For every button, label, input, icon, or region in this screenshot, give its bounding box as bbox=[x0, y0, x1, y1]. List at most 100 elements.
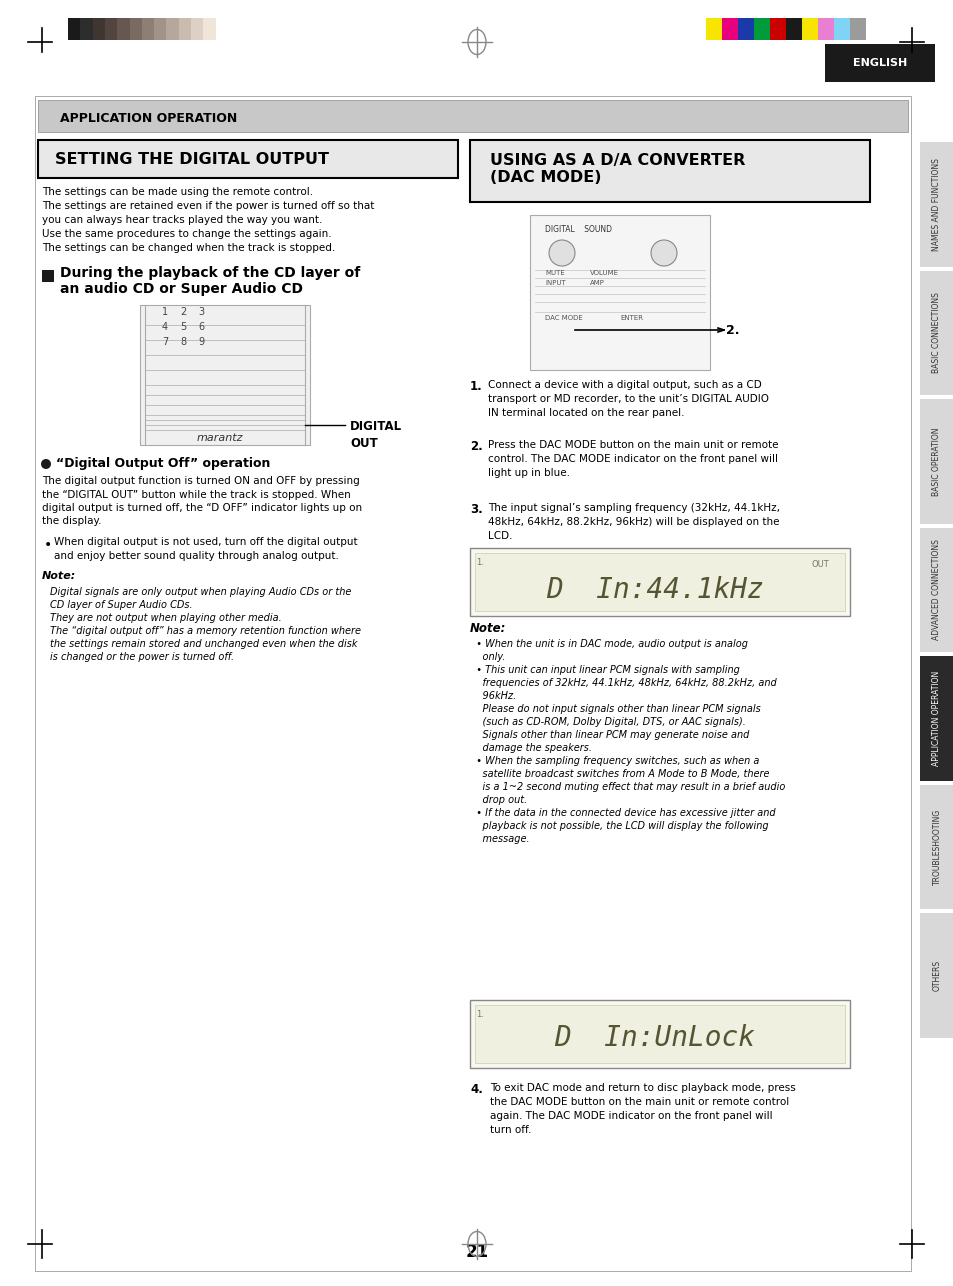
Text: the settings remain stored and unchanged even when the disk: the settings remain stored and unchanged… bbox=[50, 639, 357, 649]
Text: Note:: Note: bbox=[470, 621, 506, 634]
Text: 2.: 2. bbox=[725, 324, 739, 337]
Text: D  In:UnLock: D In:UnLock bbox=[554, 1024, 755, 1052]
Text: NAMES AND FUNCTIONS: NAMES AND FUNCTIONS bbox=[931, 158, 941, 251]
Bar bbox=[130, 18, 142, 40]
Text: ADVANCED CONNECTIONS: ADVANCED CONNECTIONS bbox=[931, 540, 941, 640]
Bar bbox=[154, 18, 166, 40]
Bar bbox=[738, 18, 753, 40]
Bar bbox=[721, 18, 738, 40]
Text: The settings are retained even if the power is turned off so that: The settings are retained even if the po… bbox=[42, 201, 374, 211]
Text: 4: 4 bbox=[162, 322, 168, 332]
Text: BASIC CONNECTIONS: BASIC CONNECTIONS bbox=[931, 292, 941, 373]
Text: “Digital Output Off” operation: “Digital Output Off” operation bbox=[56, 458, 270, 471]
Bar bbox=[42, 270, 54, 282]
Bar bbox=[178, 18, 191, 40]
Text: digital output is turned off, the “D OFF” indicator lights up on: digital output is turned off, the “D OFF… bbox=[42, 503, 362, 513]
Text: again. The DAC MODE indicator on the front panel will: again. The DAC MODE indicator on the fro… bbox=[490, 1111, 772, 1121]
Text: 9: 9 bbox=[197, 337, 204, 347]
Text: frequencies of 32kHz, 44.1kHz, 48kHz, 64kHz, 88.2kHz, and: frequencies of 32kHz, 44.1kHz, 48kHz, 64… bbox=[470, 678, 776, 688]
Text: The settings can be made using the remote control.: The settings can be made using the remot… bbox=[42, 186, 313, 197]
Bar bbox=[475, 1004, 844, 1064]
Text: (DAC MODE): (DAC MODE) bbox=[490, 171, 601, 185]
Bar bbox=[191, 18, 203, 40]
Bar bbox=[117, 18, 130, 40]
Text: light up in blue.: light up in blue. bbox=[488, 468, 569, 478]
Text: Note:: Note: bbox=[42, 571, 76, 581]
Bar bbox=[105, 18, 117, 40]
Bar bbox=[475, 553, 844, 611]
Bar bbox=[38, 100, 907, 132]
Text: USING AS A D/A CONVERTER: USING AS A D/A CONVERTER bbox=[490, 153, 744, 167]
Text: 96kHz.: 96kHz. bbox=[470, 691, 516, 701]
Text: DIGITAL
OUT: DIGITAL OUT bbox=[350, 421, 402, 450]
Text: only.: only. bbox=[470, 652, 505, 662]
Text: Use the same procedures to change the settings again.: Use the same procedures to change the se… bbox=[42, 229, 332, 239]
Text: 1.: 1. bbox=[476, 1010, 483, 1019]
Text: The settings can be changed when the track is stopped.: The settings can be changed when the tra… bbox=[42, 243, 335, 253]
Bar bbox=[919, 656, 953, 781]
Text: Please do not input signals other than linear PCM signals: Please do not input signals other than l… bbox=[470, 703, 760, 714]
Text: MUTE: MUTE bbox=[544, 270, 564, 276]
Text: 2: 2 bbox=[180, 307, 186, 318]
Bar bbox=[470, 140, 869, 202]
Text: is a 1~2 second muting effect that may result in a brief audio: is a 1~2 second muting effect that may r… bbox=[470, 782, 784, 792]
Text: OTHERS: OTHERS bbox=[931, 961, 941, 992]
Text: Connect a device with a digital output, such as a CD: Connect a device with a digital output, … bbox=[488, 379, 760, 390]
Text: 5: 5 bbox=[180, 322, 186, 332]
Bar bbox=[817, 18, 833, 40]
Text: the display.: the display. bbox=[42, 517, 101, 526]
Text: Digital signals are only output when playing Audio CDs or the: Digital signals are only output when pla… bbox=[50, 586, 351, 597]
Text: INPUT: INPUT bbox=[544, 280, 565, 285]
Bar bbox=[849, 18, 865, 40]
Circle shape bbox=[650, 240, 677, 266]
Text: LCD.: LCD. bbox=[488, 531, 512, 541]
Text: 48kHz, 64kHz, 88.2kHz, 96kHz) will be displayed on the: 48kHz, 64kHz, 88.2kHz, 96kHz) will be di… bbox=[488, 517, 779, 527]
Text: control. The DAC MODE indicator on the front panel will: control. The DAC MODE indicator on the f… bbox=[488, 454, 778, 464]
Text: The digital output function is turned ON and OFF by pressing: The digital output function is turned ON… bbox=[42, 476, 359, 486]
Bar bbox=[919, 527, 953, 652]
Bar bbox=[470, 1001, 849, 1067]
Text: • When the sampling frequency switches, such as when a: • When the sampling frequency switches, … bbox=[470, 756, 759, 766]
Text: turn off.: turn off. bbox=[490, 1125, 531, 1136]
Text: DIGITAL    SOUND: DIGITAL SOUND bbox=[544, 225, 612, 234]
Circle shape bbox=[548, 240, 575, 266]
Text: AMP: AMP bbox=[589, 280, 604, 285]
Text: the “DIGITAL OUT” button while the track is stopped. When: the “DIGITAL OUT” button while the track… bbox=[42, 490, 351, 499]
Bar bbox=[785, 18, 801, 40]
Bar bbox=[705, 18, 721, 40]
Text: •: • bbox=[44, 538, 52, 552]
Text: OUT: OUT bbox=[810, 559, 828, 568]
Text: 2.: 2. bbox=[470, 440, 482, 453]
Text: ENTER: ENTER bbox=[619, 315, 642, 322]
Text: The input signal’s sampling frequency (32kHz, 44.1kHz,: The input signal’s sampling frequency (3… bbox=[488, 503, 780, 513]
Text: drop out.: drop out. bbox=[470, 795, 527, 805]
Bar bbox=[833, 18, 849, 40]
Text: 1.: 1. bbox=[470, 379, 482, 394]
Text: DAC MODE: DAC MODE bbox=[544, 315, 582, 322]
Text: 3.: 3. bbox=[470, 503, 482, 516]
Text: They are not output when playing other media.: They are not output when playing other m… bbox=[50, 613, 281, 622]
Text: 3: 3 bbox=[197, 307, 204, 318]
Bar bbox=[919, 784, 953, 909]
Text: The “digital output off” has a memory retention function where: The “digital output off” has a memory re… bbox=[50, 626, 360, 637]
Text: an audio CD or Super Audio CD: an audio CD or Super Audio CD bbox=[60, 282, 303, 296]
Text: 4.: 4. bbox=[470, 1083, 482, 1096]
Bar bbox=[68, 18, 80, 40]
Text: TROUBLESHOOTING: TROUBLESHOOTING bbox=[931, 809, 941, 885]
Text: 21: 21 bbox=[465, 1244, 488, 1262]
Text: ENGLISH: ENGLISH bbox=[852, 58, 906, 68]
Bar bbox=[769, 18, 785, 40]
Text: During the playback of the CD layer of: During the playback of the CD layer of bbox=[60, 266, 360, 280]
Bar bbox=[166, 18, 178, 40]
Bar bbox=[203, 18, 215, 40]
Text: the DAC MODE button on the main unit or remote control: the DAC MODE button on the main unit or … bbox=[490, 1097, 788, 1107]
Bar bbox=[919, 913, 953, 1038]
Text: 7: 7 bbox=[162, 337, 168, 347]
Text: playback is not possible, the LCD will display the following: playback is not possible, the LCD will d… bbox=[470, 820, 768, 831]
Text: SETTING THE DIGITAL OUTPUT: SETTING THE DIGITAL OUTPUT bbox=[55, 153, 329, 167]
Bar bbox=[80, 18, 92, 40]
Text: Press the DAC MODE button on the main unit or remote: Press the DAC MODE button on the main un… bbox=[488, 440, 778, 450]
Text: BASIC OPERATION: BASIC OPERATION bbox=[931, 427, 941, 495]
Text: marantz: marantz bbox=[196, 433, 243, 442]
Text: (such as CD-ROM, Dolby Digital, DTS, or AAC signals).: (such as CD-ROM, Dolby Digital, DTS, or … bbox=[470, 718, 745, 727]
